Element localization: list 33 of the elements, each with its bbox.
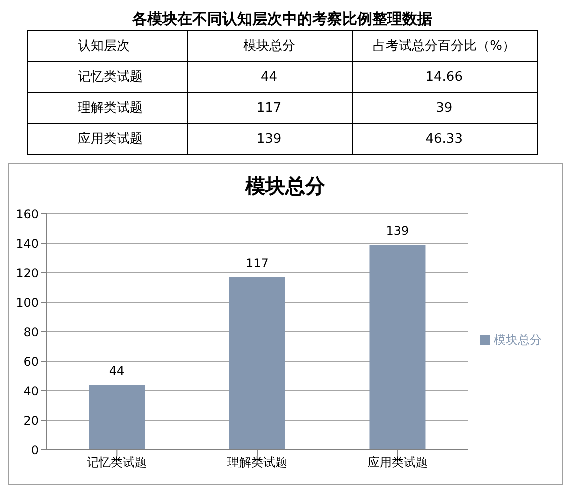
text: 认知层次 — [28, 30, 188, 62]
text: 117 — [187, 92, 352, 124]
legend-label: 模块总分 — [494, 332, 542, 346]
y-tick-label: 0 — [31, 443, 39, 458]
y-tick-label: 20 — [24, 414, 39, 428]
text: 39 — [352, 92, 538, 124]
y-tick-label: 140 — [16, 236, 39, 251]
text: 模块总分 — [187, 30, 352, 62]
y-tick-label: 100 — [16, 296, 39, 310]
data-label: 44 — [109, 364, 125, 378]
y-tick-label: 60 — [24, 354, 39, 369]
x-tick-label: 理解类试题 — [228, 456, 288, 470]
data-label: 117 — [246, 256, 269, 270]
x-tick-label: 应用类试题 — [368, 456, 428, 470]
text: 44 — [187, 62, 352, 92]
data-label: 139 — [386, 224, 410, 238]
text: 139 — [187, 124, 352, 154]
text: 理解类试题 — [28, 92, 188, 124]
chart-title: 模块总分 — [244, 173, 326, 200]
bar — [229, 277, 286, 450]
y-tick-label: 40 — [24, 384, 39, 398]
bar — [370, 244, 426, 450]
text: 各模块在不同认知层次中的考察比例整理数据 — [132, 9, 434, 30]
y-tick-label: 80 — [24, 325, 39, 340]
y-tick-label: 120 — [16, 266, 39, 280]
text: 14.66 — [352, 62, 538, 92]
bar — [89, 385, 146, 450]
text: 记忆类试题 — [28, 62, 188, 92]
x-tick-label: 记忆类试题 — [87, 456, 148, 470]
text: 46.33 — [352, 124, 538, 154]
text: 占考试总分百分比（%） — [352, 30, 538, 62]
y-tick-label: 160 — [16, 207, 39, 222]
text: 应用类试题 — [28, 124, 188, 154]
